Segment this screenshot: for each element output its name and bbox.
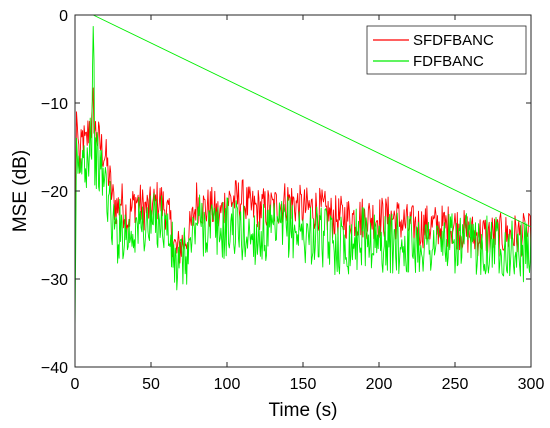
y-tick-label: −20 xyxy=(41,184,68,201)
y-tick-label: −10 xyxy=(41,96,68,113)
x-axis-title: Time (s) xyxy=(269,400,338,421)
x-tick-label: 0 xyxy=(71,376,80,393)
x-tick-label: 150 xyxy=(290,376,317,393)
x-tick-label: 250 xyxy=(442,376,469,393)
series-layer xyxy=(74,14,532,332)
tick-layer: 0 50 100 150 200 250 300 0 −10 −20 −30 −40 xyxy=(41,8,545,393)
x-tick-label: 100 xyxy=(214,376,241,393)
y-tick-label: 0 xyxy=(59,8,68,25)
legend-box xyxy=(366,25,527,75)
x-tick-label: 200 xyxy=(366,376,393,393)
y-tick-label: −30 xyxy=(41,272,68,289)
legend-label-fdfbanc: FDFBANC xyxy=(413,53,484,70)
y-axis-title: MSE (dB) xyxy=(10,150,31,232)
y-tick-label: −40 xyxy=(41,360,68,377)
series-line-fdfbanc xyxy=(74,14,532,332)
x-tick-label: 300 xyxy=(518,376,545,393)
legend-label-sfdfbanc: SFDFBANC xyxy=(413,32,494,49)
x-tick-label: 50 xyxy=(142,376,160,393)
legend: SFDFBANC FDFBANC xyxy=(366,25,527,75)
